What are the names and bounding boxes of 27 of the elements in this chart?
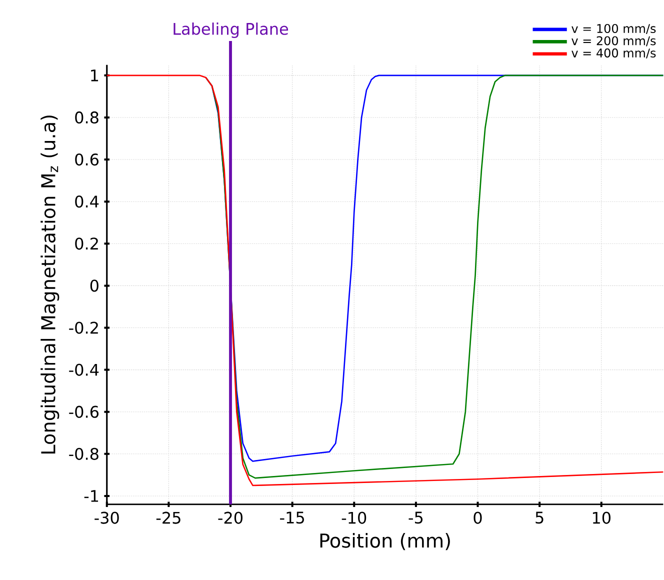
x-tick-label: -10 (342, 512, 366, 524)
legend-label: v = 200 mm/s (572, 36, 656, 46)
legend-label: v = 100 mm/s (572, 24, 656, 34)
x-tick-label: -25 (156, 512, 180, 524)
y-tick-label: -0.6 (69, 406, 99, 418)
x-tick-label: -15 (280, 512, 304, 524)
y-tick-label: -1 (84, 490, 98, 502)
y-tick-label: 0.8 (75, 111, 98, 124)
y-tick-label: -0.2 (69, 322, 98, 334)
y-tick-label: -0.4 (69, 364, 99, 376)
x-tick-label: 10 (592, 512, 610, 524)
y-tick-label: 0.2 (75, 237, 98, 250)
x-axis-title: Position (mm) (320, 532, 450, 550)
x-tick-label: -30 (94, 512, 119, 524)
y-axis-title: Longitudinal Magnetization M$_{z}$ (u.a) (40, 115, 60, 454)
y-tick-label: 1 (91, 69, 98, 82)
y-tick-label: 0.4 (75, 195, 99, 208)
y-tick-label: 0 (90, 280, 98, 292)
x-tick-label: -20 (218, 512, 242, 524)
x-tick-label: 0 (474, 512, 482, 524)
y-tick-label: -0.8 (69, 448, 98, 460)
x-tick-label: 5 (536, 512, 544, 524)
line-series (106, 74, 664, 486)
x-tick-label: -5 (408, 512, 423, 524)
ref-line-label: Labeling Plane (174, 22, 288, 38)
legend-label: v = 400 mm/s (572, 48, 656, 58)
y-tick-label: 0.6 (75, 153, 99, 166)
